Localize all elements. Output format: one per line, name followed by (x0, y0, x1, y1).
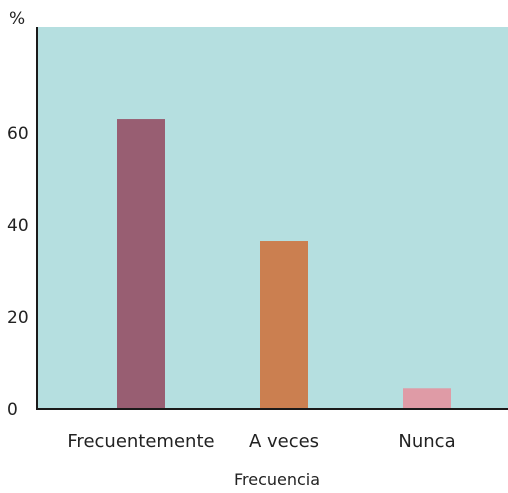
y-axis-label: % (9, 9, 25, 29)
bar-nunca (403, 388, 451, 409)
x-tick-label-frecuentemente: Frecuentemente (67, 431, 214, 452)
bar-frecuentemente (117, 119, 165, 410)
y-tick-label-40: 40 (7, 216, 29, 236)
bar-a-veces (260, 241, 308, 409)
y-tick-label-0: 0 (7, 400, 18, 420)
x-category-labels: Frecuentemente A veces Nunca (67, 431, 455, 452)
y-tick-label-60: 60 (7, 124, 29, 144)
x-tick-label-nunca: Nunca (398, 431, 455, 452)
y-tick-labels: 0 20 40 60 (7, 124, 29, 420)
y-tick-label-20: 20 (7, 308, 29, 328)
bars-group (117, 119, 451, 410)
x-axis-label: Frecuencia (234, 470, 320, 489)
x-tick-label-a-veces: A veces (249, 431, 319, 452)
